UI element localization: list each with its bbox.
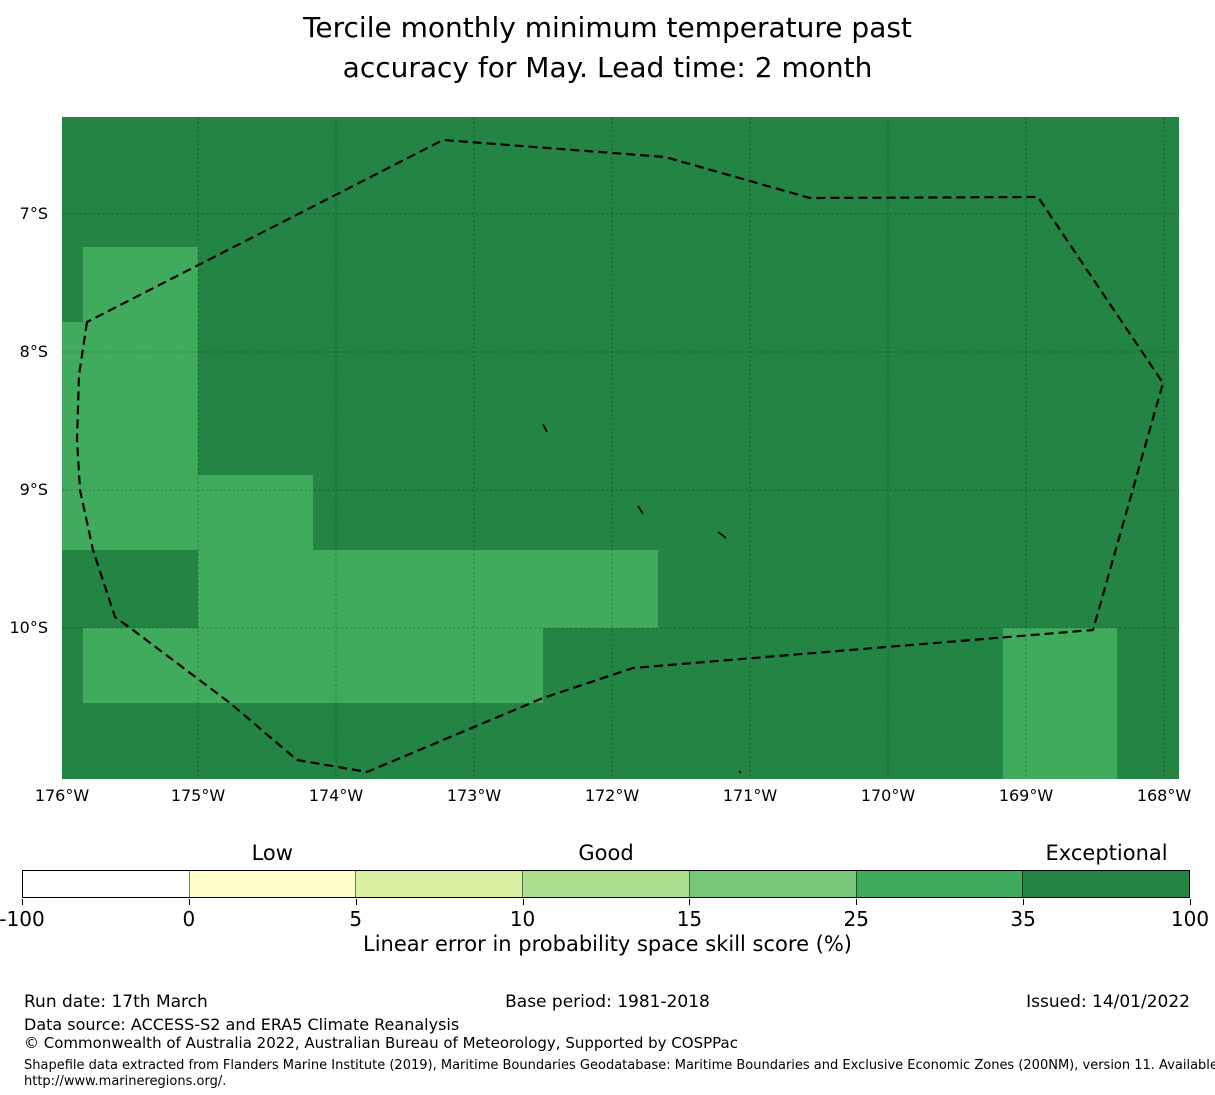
skill-25-35-region <box>83 247 198 550</box>
colorbar-tick <box>856 899 858 905</box>
island-mark <box>738 770 742 774</box>
copyright-text: © Commonwealth of Australia 2022, Austra… <box>24 1034 738 1052</box>
map-panel <box>62 117 1179 779</box>
lon-tick-label: 174°W <box>308 786 364 805</box>
chart-title-line2: accuracy for May. Lead time: 2 month <box>342 51 873 84</box>
skill-25-35-region <box>198 475 313 550</box>
base-period-text: Base period: 1981-2018 <box>505 992 710 1012</box>
skill-25-35-region <box>83 628 543 703</box>
lon-tick-label: 175°W <box>170 786 226 805</box>
issued-date-text: Issued: 14/01/2022 <box>1026 992 1190 1012</box>
lat-tick-label: 7°S <box>19 204 48 223</box>
colorbar-tick <box>188 899 190 905</box>
colorbar-segment <box>688 871 856 897</box>
eez-boundary <box>75 138 1165 774</box>
colorbar-category-label: Exceptional <box>1045 841 1168 865</box>
skill-25-35-region <box>1003 628 1117 779</box>
data-source-text: Data source: ACCESS-S2 and ERA5 Climate … <box>24 1015 460 1034</box>
lon-tick-label: 169°W <box>998 786 1054 805</box>
skill-25-35-region <box>198 550 658 628</box>
colorbar-tick-label: 10 <box>509 907 536 931</box>
map-overlay <box>62 117 1179 779</box>
colorbar-tick <box>1190 899 1191 905</box>
island-mark <box>717 531 727 539</box>
colorbar-tick-label: 15 <box>676 907 703 931</box>
lon-tick-label: 168°W <box>1136 786 1192 805</box>
lon-tick-label: 173°W <box>446 786 502 805</box>
colorbar-tick-label: -100 <box>0 907 45 931</box>
shapefile-credit-line1: Shapefile data extracted from Flanders M… <box>24 1058 1215 1073</box>
colorbar-axis-label: Linear error in probability space skill … <box>363 932 852 956</box>
colorbar-segment <box>855 871 1023 897</box>
lat-tick-label: 10°S <box>9 618 48 637</box>
lon-tick-label: 172°W <box>584 786 640 805</box>
lon-tick-label: 176°W <box>34 786 90 805</box>
shapefile-credit-line2: http://www.marineregions.org/. <box>24 1074 227 1089</box>
island-mark <box>637 505 644 515</box>
lat-tick-label: 9°S <box>19 480 48 499</box>
chart-title-line1: Tercile monthly minimum temperature past <box>303 11 912 44</box>
colorbar-tick <box>22 899 23 905</box>
colorbar-tick-label: 25 <box>843 907 869 931</box>
colorbar-tick <box>1023 899 1025 905</box>
colorbar-tick-label: 0 <box>182 907 196 931</box>
colorbar-tick-label: 100 <box>1170 907 1210 931</box>
lon-tick-label: 171°W <box>722 786 778 805</box>
colorbar-tick-label: 35 <box>1010 907 1036 931</box>
run-date-text: Run date: 17th March <box>24 992 208 1012</box>
colorbar-category-label: Low <box>251 841 293 865</box>
island-mark <box>542 423 548 433</box>
lon-tick-label: 170°W <box>860 786 916 805</box>
skill-25-35-region <box>62 322 83 550</box>
colorbar-segment <box>522 871 689 897</box>
colorbar-tick <box>355 899 357 905</box>
colorbar-segment <box>355 871 523 897</box>
colorbar-tick <box>689 899 691 905</box>
lat-tick-label: 8°S <box>19 342 48 361</box>
colorbar-segment <box>23 871 189 897</box>
colorbar-category-label: Good <box>578 841 634 865</box>
chart-title: Tercile monthly minimum temperature past… <box>0 8 1215 88</box>
colorbar-segment <box>1022 871 1190 897</box>
colorbar-tick <box>522 899 524 905</box>
colorbar <box>22 870 1190 898</box>
colorbar-segment <box>188 871 356 897</box>
colorbar-tick-label: 5 <box>349 907 363 931</box>
